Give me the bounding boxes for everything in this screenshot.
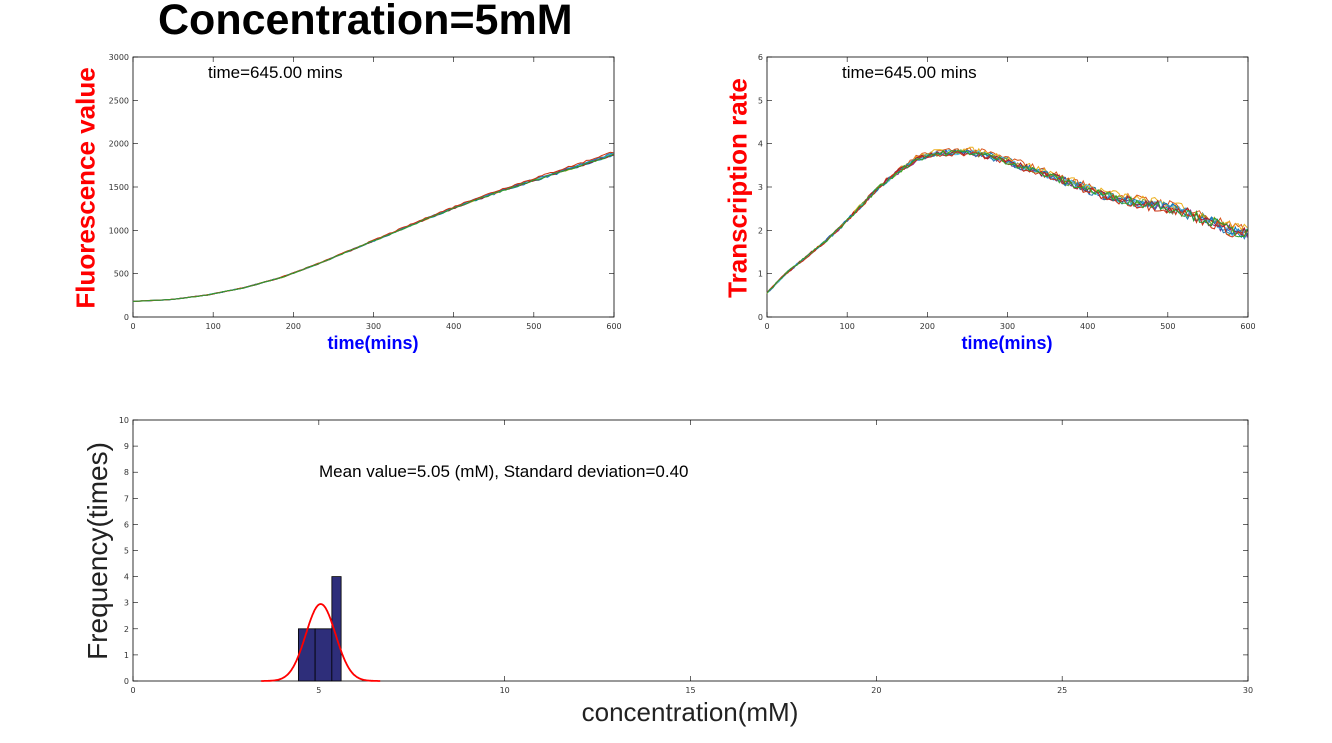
- transcription-series-line: [766, 146, 1248, 294]
- fluorescence-time-annotation: time=645.00 mins: [208, 63, 343, 82]
- histogram-ytick-label: 10: [119, 416, 129, 425]
- histogram-bar: [331, 576, 342, 682]
- fluorescence-xtick-label: 400: [446, 322, 461, 331]
- fluorescence-xtick-label: 600: [606, 322, 621, 331]
- transcription-xtick-label: 100: [840, 322, 855, 331]
- transcription-series-line: [766, 148, 1248, 294]
- histogram-xtick-label: 5: [316, 686, 321, 695]
- histogram-ytick-label: 7: [124, 494, 129, 503]
- transcription-ytick-label: 4: [758, 140, 763, 149]
- fluorescence-xtick-label: 500: [526, 322, 541, 331]
- transcription-ytick-label: 0: [758, 313, 763, 322]
- histogram-stats-annotation: Mean value=5.05 (mM), Standard deviation…: [319, 462, 689, 481]
- transcription-series-line: [766, 149, 1248, 293]
- transcription-time-annotation: time=645.00 mins: [842, 63, 977, 82]
- transcription-series-line: [766, 149, 1248, 294]
- transcription-series-line: [766, 150, 1248, 293]
- fluorescence-ytick-label: 3000: [109, 53, 129, 62]
- transcription-xtick-label: 300: [1000, 322, 1015, 331]
- fluorescence-series-line: [132, 152, 614, 302]
- fluorescence-xtick-label: 300: [366, 322, 381, 331]
- transcription-series-line: [766, 150, 1248, 293]
- transcription-ytick-label: 1: [758, 270, 763, 279]
- histogram-ytick-label: 8: [124, 468, 129, 477]
- histogram-ytick-label: 2: [124, 625, 129, 634]
- transcription-ytick-label: 3: [758, 183, 763, 192]
- transcription-xlabel: time(mins): [961, 333, 1053, 353]
- fluorescence-series-line: [133, 151, 614, 302]
- fluorescence-ytick-label: 1500: [109, 183, 129, 192]
- histogram-ytick-label: 5: [124, 547, 129, 556]
- transcription-ytick-label: 5: [758, 96, 763, 105]
- transcription-series-line: [766, 149, 1248, 294]
- histogram-ytick-label: 6: [124, 520, 129, 529]
- transcription-series-line: [766, 147, 1248, 294]
- transcription-ytick-label: 6: [758, 53, 763, 62]
- transcription-xtick-label: 500: [1160, 322, 1175, 331]
- fluorescence-ytick-label: 2000: [109, 140, 129, 149]
- histogram-xtick-label: 20: [871, 686, 881, 695]
- fluorescence-xtick-label: 100: [206, 322, 221, 331]
- transcription-xtick-label: 400: [1080, 322, 1095, 331]
- fluorescence-ytick-label: 1000: [109, 226, 129, 235]
- histogram-ytick-label: 3: [124, 599, 129, 608]
- histogram-xtick-label: 15: [685, 686, 695, 695]
- histogram-ytick-label: 0: [124, 677, 129, 686]
- histogram-ytick-label: 4: [124, 573, 129, 582]
- histogram-xtick-label: 0: [130, 686, 135, 695]
- fluorescence-ytick-label: 500: [114, 270, 129, 279]
- histogram-bar: [314, 628, 333, 682]
- histogram-ytick-label: 9: [124, 442, 129, 451]
- transcription-plot-frame: [766, 56, 1249, 318]
- concentration-xlabel: concentration(mM): [581, 697, 799, 727]
- fluorescence-ytick-label: 2500: [109, 96, 129, 105]
- transcription-xtick-label: 0: [764, 322, 769, 331]
- histogram-xtick-label: 30: [1243, 686, 1253, 695]
- transcription-xtick-label: 600: [1240, 322, 1255, 331]
- transcription-series-line: [766, 149, 1248, 293]
- fluorescence-plot-frame: [132, 56, 615, 318]
- fluorescence-series-line: [133, 154, 614, 302]
- histogram-ytick-label: 1: [124, 651, 129, 660]
- fluorescence-xtick-label: 0: [130, 322, 135, 331]
- transcription-xtick-label: 200: [920, 322, 935, 331]
- histogram-xtick-label: 10: [500, 686, 510, 695]
- histogram-xtick-label: 25: [1057, 686, 1067, 695]
- transcription-series-line: [766, 148, 1248, 294]
- fluorescence-xtick-label: 200: [286, 322, 301, 331]
- transcription-ytick-label: 2: [758, 226, 763, 235]
- fluorescence-ytick-label: 0: [124, 313, 129, 322]
- fluorescence-xlabel: time(mins): [327, 333, 419, 353]
- page-title: Concentration=5mM: [158, 0, 573, 44]
- normal-fit-curve: [261, 603, 381, 682]
- fluorescence-series-line: [132, 153, 614, 302]
- histogram-bar: [297, 628, 316, 682]
